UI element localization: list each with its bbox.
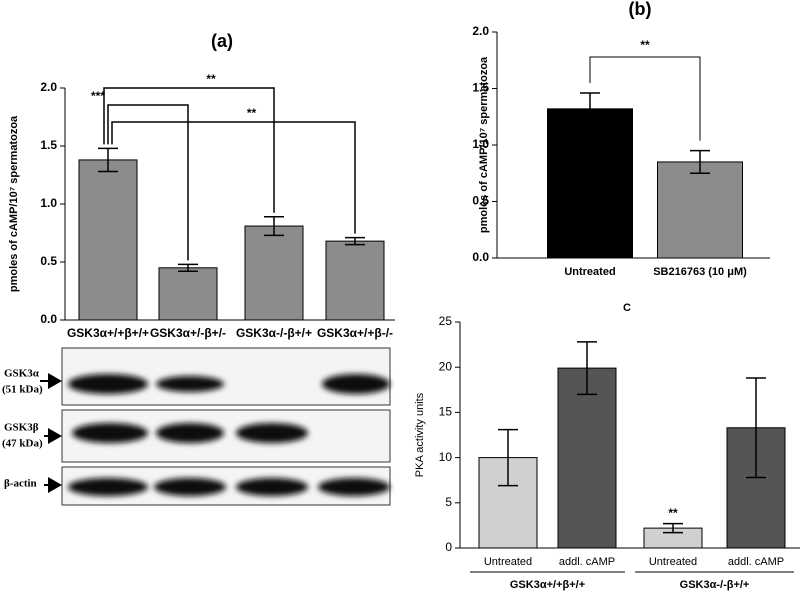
x-tick-label: GSK3α+/+β-/- [317, 326, 393, 340]
error-bar [580, 92, 600, 126]
significance-bracket [111, 121, 356, 234]
blot-label: GSK3α [4, 368, 40, 380]
bar [325, 240, 385, 321]
chart-title: (b) [629, 0, 652, 19]
bar [547, 108, 633, 259]
y-axis-label: pmoles of cAMP/10⁷ spermatozoa [478, 56, 490, 233]
y-tick-label: 5 [445, 495, 452, 509]
annotation: ** [206, 72, 216, 86]
x-tick-label: Untreated [484, 556, 532, 568]
y-tick-label: 0.5 [472, 194, 489, 208]
x-tick-label: Untreated [649, 556, 697, 568]
significance-bracket [107, 104, 189, 261]
significance-bracket [589, 56, 701, 141]
y-tick-label: 25 [439, 314, 453, 328]
bar [244, 225, 304, 321]
y-axis-label: PKA activity units [414, 392, 426, 477]
blot-bands [68, 374, 390, 496]
error-bar [98, 147, 118, 173]
chart-title: (a) [211, 31, 233, 51]
annotation: ** [247, 106, 257, 120]
y-tick-label: 0.5 [40, 254, 57, 268]
group-label: GSK3α+/+β+/+ [510, 579, 585, 591]
group-label: GSK3α-/-β+/+ [680, 579, 750, 591]
bar [557, 367, 617, 549]
x-tick-label: GSK3α+/-β+/- [150, 326, 226, 340]
error-bar [663, 522, 683, 534]
y-tick-label: 15 [439, 405, 453, 419]
x-tick-label: SB216763 (10 μM) [653, 266, 747, 278]
error-bar [178, 263, 198, 273]
y-tick-label: 1.5 [40, 138, 57, 152]
annotation: *** [91, 89, 105, 103]
y-tick-label: 2.0 [40, 80, 57, 94]
significance-bracket [103, 87, 275, 213]
bar [78, 159, 138, 321]
blot-label: GSK3β [4, 422, 39, 434]
error-bar [690, 149, 710, 174]
y-tick-label: 0.0 [472, 250, 489, 264]
y-tick-label: 1.0 [472, 137, 489, 151]
y-tick-label: 1.0 [40, 196, 57, 210]
y-tick-label: 2.0 [472, 24, 489, 38]
error-bar [577, 341, 597, 396]
annotation: ** [640, 38, 650, 52]
y-tick-label: 1.5 [472, 81, 489, 95]
bar [657, 161, 743, 259]
error-bar [345, 236, 365, 246]
x-tick-label: Untreated [564, 266, 615, 278]
annotation: ** [668, 506, 678, 520]
blot-size: (47 kDa) [2, 438, 43, 450]
error-bar [264, 216, 284, 237]
y-tick-label: 0 [445, 540, 452, 554]
y-tick-label: 0.0 [40, 312, 57, 326]
y-axis-label: pmoles of cAMP/10⁷ spermatozoa [8, 115, 20, 292]
bar [158, 267, 218, 321]
x-tick-label: addl. cAMP [559, 556, 615, 568]
western-blot: GSK3α (51 kDa) GSK3β (47 kDa) β-actin [2, 347, 391, 506]
chart-title: C [623, 302, 631, 314]
x-tick-label: GSK3α+/+β+/+ [67, 326, 149, 340]
error-bar [746, 377, 766, 479]
x-tick-label: GSK3α-/-β+/+ [236, 326, 312, 340]
blot-size: (51 kDa) [2, 384, 43, 396]
y-tick-label: 10 [439, 450, 453, 464]
y-tick-label: 20 [439, 359, 453, 373]
error-bar [498, 428, 518, 487]
blot-label: β-actin [4, 478, 37, 490]
x-tick-label: addl. cAMP [728, 556, 784, 568]
